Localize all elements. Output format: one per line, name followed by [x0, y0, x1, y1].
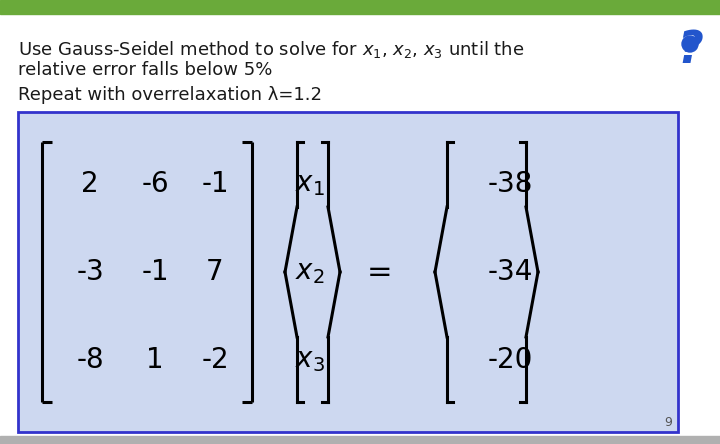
Text: $x_2$: $x_2$ [295, 258, 325, 286]
Text: 1: 1 [146, 346, 164, 374]
Text: $x_1$: $x_1$ [295, 170, 325, 198]
Text: -34: -34 [487, 258, 533, 286]
Text: 7: 7 [206, 258, 224, 286]
Text: Repeat with overrelaxation λ=1.2: Repeat with overrelaxation λ=1.2 [18, 86, 322, 104]
Text: 9: 9 [664, 416, 672, 429]
Circle shape [682, 36, 698, 52]
Text: =: = [367, 258, 393, 286]
Bar [0, 0, 720, 14]
Text: -6: -6 [141, 170, 168, 198]
Text: 2: 2 [81, 170, 99, 198]
Text: -1: -1 [201, 170, 229, 198]
Text: $x_3$: $x_3$ [295, 346, 325, 374]
Text: -3: -3 [76, 258, 104, 286]
Text: -2: -2 [201, 346, 229, 374]
Text: Use Gauss-Seidel method to solve for $x_1$, $x_2$, $x_3$ until the: Use Gauss-Seidel method to solve for $x_… [18, 39, 524, 60]
FancyBboxPatch shape [18, 112, 678, 432]
Text: -1: -1 [141, 258, 168, 286]
Text: -8: -8 [76, 346, 104, 374]
Text: -38: -38 [487, 170, 533, 198]
Text: relative error falls below 5%: relative error falls below 5% [18, 61, 272, 79]
Text: ?: ? [677, 29, 703, 72]
Text: -20: -20 [487, 346, 533, 374]
Bar [0, 436, 720, 444]
